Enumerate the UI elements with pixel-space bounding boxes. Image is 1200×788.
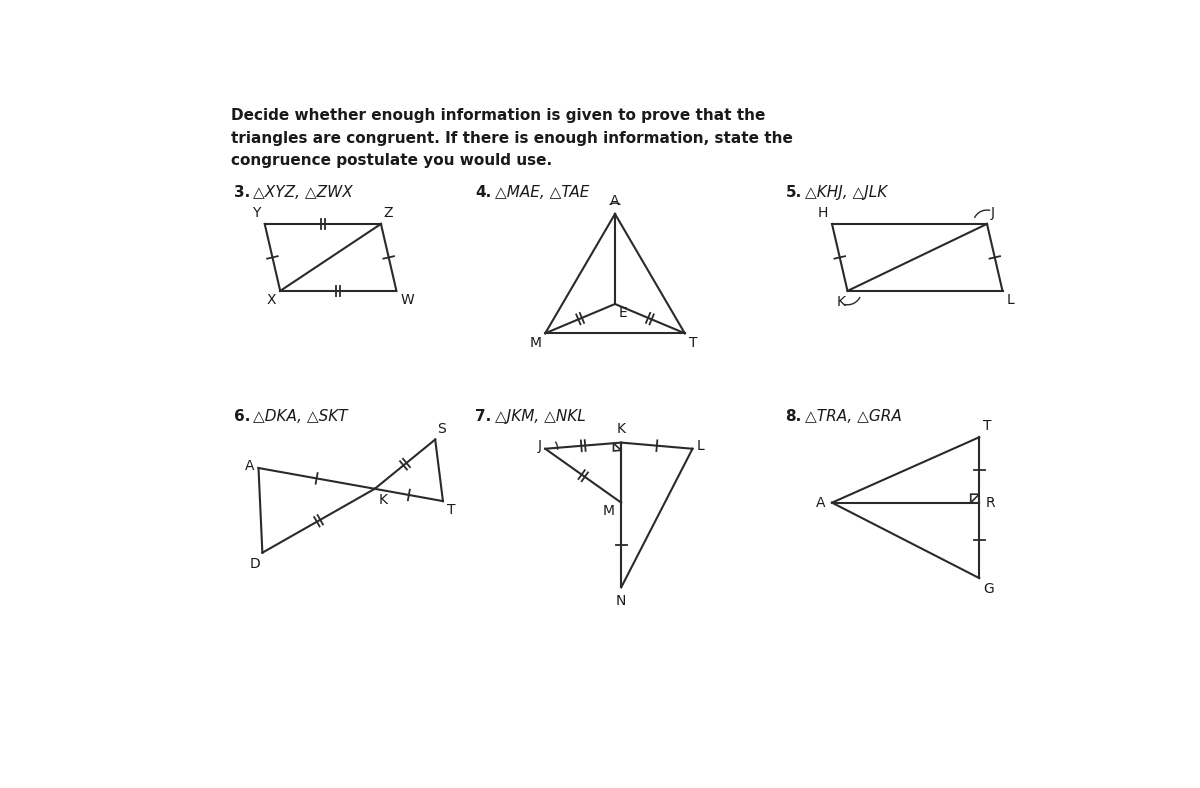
Text: △TRA, △GRA: △TRA, △GRA xyxy=(805,409,901,424)
Text: R: R xyxy=(985,496,995,510)
Text: M: M xyxy=(604,504,616,519)
Text: △MAE, △TAE: △MAE, △TAE xyxy=(494,185,589,200)
Text: X: X xyxy=(266,293,276,307)
Text: K: K xyxy=(379,492,388,507)
Text: A: A xyxy=(611,194,619,208)
Text: 7.: 7. xyxy=(475,409,492,424)
Text: A: A xyxy=(245,459,254,473)
Text: 6.: 6. xyxy=(234,409,250,424)
Text: △XYZ, △ZWX: △XYZ, △ZWX xyxy=(253,185,353,200)
Text: 8.: 8. xyxy=(786,409,802,424)
Text: K: K xyxy=(617,422,625,437)
Text: J: J xyxy=(538,440,541,453)
Text: T: T xyxy=(983,419,991,433)
Text: Z: Z xyxy=(383,206,392,220)
Text: D: D xyxy=(250,556,260,571)
Text: 3.: 3. xyxy=(234,185,250,200)
Text: N: N xyxy=(616,593,626,608)
Text: T: T xyxy=(446,504,455,518)
Text: △DKA, △SKT: △DKA, △SKT xyxy=(253,409,348,424)
Text: K: K xyxy=(836,295,845,309)
Text: L: L xyxy=(696,440,704,453)
Text: Y: Y xyxy=(252,206,260,220)
Text: L: L xyxy=(1007,293,1014,307)
Text: H: H xyxy=(817,206,828,220)
Text: G: G xyxy=(983,582,994,596)
Text: E: E xyxy=(619,306,628,320)
Text: W: W xyxy=(401,293,414,307)
Text: △JKM, △NKL: △JKM, △NKL xyxy=(494,409,586,424)
Text: 4.: 4. xyxy=(475,185,492,200)
Text: 5.: 5. xyxy=(786,185,802,200)
Text: M: M xyxy=(529,336,541,350)
Text: Decide whether enough information is given to prove that the
triangles are congr: Decide whether enough information is giv… xyxy=(232,109,793,168)
Text: T: T xyxy=(689,336,697,350)
Text: A: A xyxy=(816,496,826,510)
Text: J: J xyxy=(991,206,995,220)
Text: S: S xyxy=(438,422,446,436)
Text: △KHJ, △JLK: △KHJ, △JLK xyxy=(805,185,887,200)
